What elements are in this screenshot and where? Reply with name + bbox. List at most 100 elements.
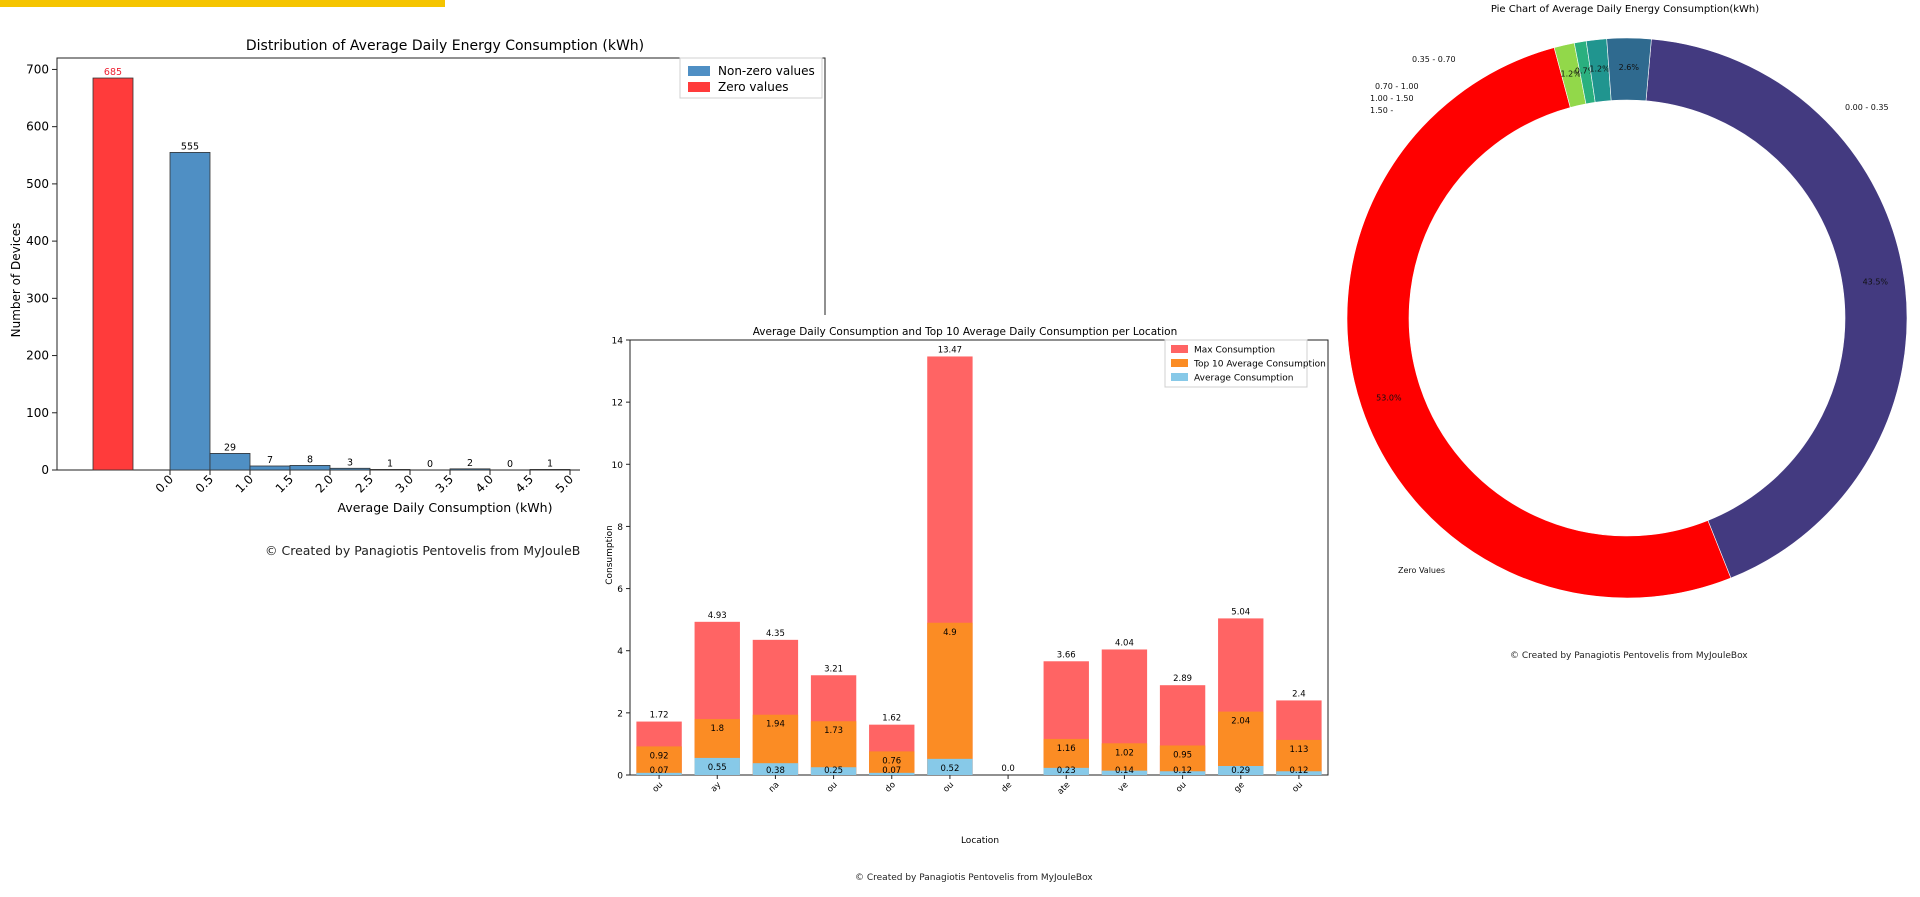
bar-label-max: 13.47 <box>938 345 962 355</box>
stacked-title: Average Daily Consumption and Top 10 Ave… <box>753 326 1178 338</box>
x-tick-label: de <box>1000 780 1015 795</box>
x-tick-label: ate <box>1056 780 1073 797</box>
x-tick-label: 5.0 <box>553 472 576 495</box>
bar-label-top10: 2.04 <box>1231 717 1250 727</box>
x-tick-label: ou <box>1290 780 1305 795</box>
legend-swatch-nonzero <box>688 66 710 76</box>
bar-label: 555 <box>181 141 199 152</box>
pie-slice-label: Zero Values <box>1398 566 1445 575</box>
bar-label: 685 <box>104 67 122 78</box>
bar-label-max: 4.93 <box>708 611 727 621</box>
pie-slice-label: 1.50 - <box>1370 106 1393 115</box>
bar-label-avg: 0.25 <box>824 766 843 776</box>
bar-label-max: 0.0 <box>1001 764 1015 774</box>
histogram-legend: Non-zero values Zero values <box>680 58 822 98</box>
bar-bin <box>370 469 410 470</box>
x-tick-label: 1.0 <box>233 472 256 495</box>
bar-label-avg: 0.07 <box>650 766 669 776</box>
y-tick-label: 600 <box>26 120 49 134</box>
pie-chart: Pie Chart of Average Daily Energy Consum… <box>1320 0 1920 893</box>
x-tick-label: ve <box>1116 780 1130 794</box>
bar-label-top10: 1.8 <box>710 724 724 734</box>
x-tick-label: ge <box>1232 780 1247 795</box>
pie-pct-label: 1.2% <box>1589 65 1610 74</box>
x-tick-label: 0.0 <box>153 472 176 495</box>
y-tick-label: 8 <box>617 523 623 533</box>
bar-label-max: 5.04 <box>1231 607 1250 617</box>
histogram-credit: © Created by Panagiotis Pentovelis from … <box>265 543 595 558</box>
bar-label: 1 <box>547 458 553 469</box>
bar-label: 3 <box>347 457 353 468</box>
x-tick-label: 0.5 <box>193 472 216 495</box>
y-tick-label: 500 <box>26 177 49 191</box>
pie-slice-label: 0.70 - 1.00 <box>1375 82 1419 91</box>
bar-label: 8 <box>307 454 313 465</box>
bar-label-avg: 0.55 <box>708 763 727 773</box>
x-tick-label: do <box>883 780 898 795</box>
legend-swatch-avg <box>1171 373 1188 381</box>
pie-slice-label: 1.00 - 1.50 <box>1370 94 1414 103</box>
bar-bin <box>290 465 330 470</box>
bar-label: 0 <box>427 459 433 470</box>
stacked-legend: Max Consumption Top 10 Average Consumpti… <box>1165 340 1326 387</box>
x-tick-label: 2.0 <box>313 472 336 495</box>
histogram-x-axis-label: Average Daily Consumption (kWh) <box>338 500 553 515</box>
bar-label-top10: 1.13 <box>1289 745 1308 755</box>
pie-credit: © Created by Panagiotis Pentovelis from … <box>1510 651 1748 661</box>
x-tick-label: 3.0 <box>393 472 416 495</box>
legend-label-nonzero: Non-zero values <box>718 64 815 78</box>
y-tick-label: 14 <box>612 337 624 347</box>
bar-label-max: 4.04 <box>1115 638 1134 648</box>
bar-label-max: 4.35 <box>766 629 785 639</box>
bar-label-max: 3.66 <box>1057 650 1076 660</box>
x-tick-label: ou <box>1174 780 1189 795</box>
bar-label-top10: 1.73 <box>824 726 843 736</box>
legend-label-max: Max Consumption <box>1194 346 1275 356</box>
bar-label-max: 3.21 <box>824 664 843 674</box>
x-tick-label: ou <box>825 780 840 795</box>
x-tick-label: ou <box>651 780 666 795</box>
stacked-bar-panel: Average Daily Consumption and Top 10 Ave… <box>580 315 1330 893</box>
histogram-y-axis-label: Number of Devices <box>9 223 23 338</box>
bar-label: 7 <box>267 455 273 466</box>
pie-pct-label: 53.0% <box>1376 393 1402 402</box>
x-tick-label: na <box>767 780 782 795</box>
y-tick-label: 6 <box>617 585 623 595</box>
bar-label-top10: 4.9 <box>943 628 957 638</box>
bar-label: 29 <box>224 442 236 453</box>
pie-slice-label: 0.35 - 0.70 <box>1412 55 1456 64</box>
bar-label: 2 <box>467 458 473 469</box>
histogram-title: Distribution of Average Daily Energy Con… <box>246 38 644 54</box>
bar-label-avg: 0.07 <box>882 766 901 776</box>
pie-panel: Pie Chart of Average Daily Energy Consum… <box>1320 0 1920 893</box>
legend-swatch-max <box>1171 345 1188 353</box>
bar-bin <box>450 469 490 470</box>
pie-slice <box>1646 39 1907 578</box>
pie-title: Pie Chart of Average Daily Energy Consum… <box>1491 4 1759 15</box>
legend-label-zero: Zero values <box>718 80 788 94</box>
bar-label-top10: 0.92 <box>650 751 669 761</box>
x-tick-label: ay <box>709 780 723 794</box>
y-tick-label: 10 <box>612 461 624 471</box>
pie-slice-label: 0.00 - 0.35 <box>1845 103 1889 112</box>
y-tick-label: 400 <box>26 234 49 248</box>
bar-bin <box>210 453 250 470</box>
bar-label-top10: 0.76 <box>882 756 901 766</box>
bar-label-max: 1.72 <box>650 711 669 721</box>
x-tick-label: 2.5 <box>353 472 376 495</box>
pie-slice <box>1347 48 1731 598</box>
legend-swatch-zero <box>688 82 710 92</box>
bar-label: 1 <box>387 458 393 469</box>
legend-label-avg: Average Consumption <box>1194 374 1293 384</box>
bar-label-avg: 0.12 <box>1173 766 1192 776</box>
y-tick-label: 12 <box>612 399 623 409</box>
bar-label-avg: 0.14 <box>1115 766 1134 776</box>
bar-label-top10: 1.94 <box>766 720 785 730</box>
bar-label-max: 1.62 <box>882 714 901 724</box>
y-tick-label: 100 <box>26 406 49 420</box>
legend-swatch-top10 <box>1171 359 1188 367</box>
stacked-x-axis-label: Location <box>961 836 999 846</box>
x-tick-label: 3.5 <box>433 472 456 495</box>
bar-bin <box>250 466 290 470</box>
y-tick-label: 2 <box>617 709 623 719</box>
